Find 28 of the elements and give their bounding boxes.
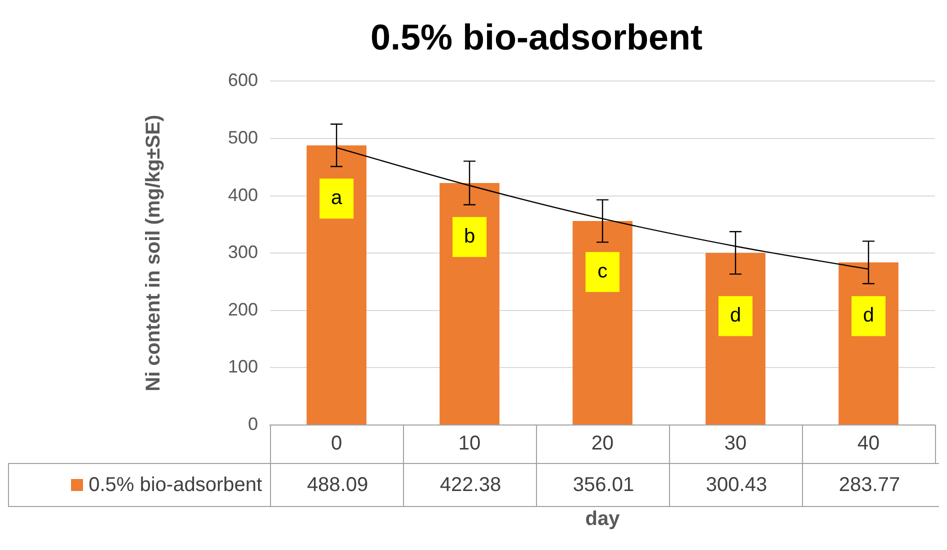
bar (306, 145, 366, 424)
annotation: b (464, 226, 476, 248)
y-tick-label: 400 (228, 184, 258, 205)
y-tick-label: 200 (228, 299, 258, 320)
x-tick-label: 20 (591, 432, 614, 455)
annotation: a (330, 187, 343, 210)
data-label: 488.09 (270, 464, 404, 506)
x-axis-title: day (584, 508, 621, 531)
x-tick-label: 30 (724, 432, 747, 455)
y-tick-label: 100 (228, 356, 258, 377)
legend-label: 0.5% bio-adsorbent (88, 474, 262, 496)
data-label: 422.38 (403, 464, 537, 506)
chart-title: 0.5% bio-adsorbent (370, 16, 703, 58)
y-axis-title: Ni content in soil (mg/kg±SE) (142, 114, 165, 392)
annotation: d (730, 304, 742, 327)
x-tick-label: 40 (857, 432, 880, 455)
x-tick-label: 10 (458, 432, 481, 455)
annotation: c (598, 260, 608, 283)
x-tick-label: 0 (330, 432, 342, 455)
y-tick-label: 600 (228, 70, 258, 90)
data-label: 300.43 (669, 464, 803, 506)
y-tick-label: 300 (228, 242, 258, 262)
bar (440, 182, 500, 424)
y-tick-label: 0 (248, 414, 258, 434)
annotation: d (862, 304, 874, 327)
y-tick-label: 500 (228, 127, 258, 148)
data-label: 356.01 (536, 464, 670, 506)
data-label: 283.77 (802, 464, 936, 506)
